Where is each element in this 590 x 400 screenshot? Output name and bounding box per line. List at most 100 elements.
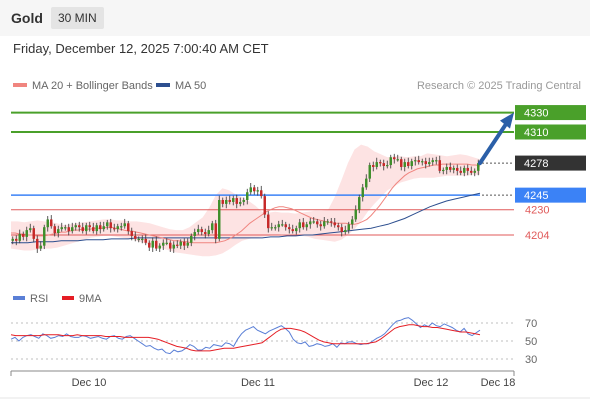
candle-body	[270, 227, 273, 229]
timestamp: Friday, December 12, 2025 7:00:40 AM CET	[13, 41, 269, 56]
candle-body	[470, 170, 473, 173]
candle	[158, 243, 161, 252]
candle-body	[11, 238, 14, 241]
candle-body	[386, 165, 389, 167]
candle-body	[32, 228, 35, 239]
candle	[284, 221, 287, 231]
level-4204-label: 4204	[525, 230, 549, 242]
candle	[368, 162, 371, 183]
candle-body	[64, 227, 67, 229]
candle-body	[340, 227, 343, 233]
legend-9ma-label: 9MA	[79, 293, 102, 305]
interval-selector[interactable]: 30 MIN	[51, 7, 104, 29]
candle	[120, 222, 123, 231]
candle	[127, 220, 130, 235]
legend-ma20: MA 20 + Bollinger Bands	[13, 80, 153, 92]
credit-text: Research © 2025 Trading Central	[416, 80, 581, 92]
candle-body	[172, 244, 175, 249]
ma9-swatch	[62, 296, 74, 301]
candle	[200, 226, 203, 236]
ma20-swatch	[13, 83, 27, 88]
candle-body	[473, 170, 476, 173]
candle	[39, 241, 42, 251]
candle-body	[74, 225, 77, 228]
candle	[43, 224, 46, 250]
candle	[452, 165, 455, 174]
candle-body	[316, 221, 319, 225]
candle-body	[277, 224, 280, 228]
candle	[172, 241, 175, 253]
candle	[207, 225, 210, 237]
candle	[22, 231, 25, 241]
legend-rsi-label: RSI	[30, 293, 49, 305]
candle-body	[144, 238, 147, 243]
rsi-tick-70: 70	[525, 318, 537, 330]
candle	[372, 161, 375, 172]
candle	[71, 222, 74, 234]
candle-body	[417, 160, 420, 163]
level-4310-label: 4310	[524, 127, 548, 139]
candle-body	[330, 221, 333, 223]
candle	[470, 166, 473, 176]
candle	[64, 224, 67, 231]
candle-body	[81, 227, 84, 232]
candle-body	[256, 190, 259, 192]
candle	[354, 205, 357, 222]
candle-body	[207, 230, 210, 234]
candle	[305, 221, 308, 231]
candle-body	[365, 178, 368, 188]
legend-ma50: MA 50	[156, 80, 206, 92]
candle	[25, 226, 28, 242]
candle-body	[228, 200, 231, 202]
candle	[267, 211, 270, 233]
candle-body	[137, 238, 140, 241]
candle	[183, 238, 186, 251]
candle	[365, 174, 368, 190]
candle	[274, 224, 277, 231]
candle-body	[361, 187, 364, 198]
candle	[298, 218, 301, 233]
rsi-swatch	[13, 296, 25, 301]
candle	[32, 225, 35, 243]
candle-body	[29, 228, 32, 231]
candle	[18, 229, 21, 244]
candle-body	[396, 159, 399, 161]
candle	[263, 193, 266, 218]
candle-body	[477, 163, 480, 171]
candle-body	[211, 223, 214, 231]
candle-body	[179, 241, 182, 246]
candle-body	[326, 221, 329, 223]
candle-body	[25, 230, 28, 237]
candle-body	[379, 162, 382, 164]
instrument-title: Gold	[11, 10, 43, 26]
candle-body	[242, 200, 245, 202]
candle-body	[403, 162, 406, 167]
candle	[277, 220, 280, 232]
candle-body	[235, 198, 238, 204]
candle	[130, 227, 133, 241]
candle	[442, 167, 445, 175]
candle	[165, 238, 168, 246]
legend-rsi: RSI	[13, 293, 48, 305]
legend-9ma: 9MA	[62, 293, 102, 305]
candle	[333, 217, 336, 228]
candle	[417, 155, 420, 165]
candle-body	[120, 226, 123, 228]
candle-body	[305, 224, 308, 228]
candle	[344, 225, 347, 235]
candle-body	[463, 167, 466, 173]
candle-body	[400, 159, 403, 167]
candle	[410, 158, 413, 170]
candle-body	[319, 224, 322, 227]
candle-body	[169, 242, 172, 249]
candle	[50, 215, 53, 229]
candle-body	[435, 160, 438, 162]
candle-body	[53, 226, 56, 234]
rsi-tick-50: 50	[525, 336, 537, 348]
candle-body	[148, 242, 151, 248]
candle-body	[333, 222, 336, 226]
projection-arrow-shaft	[478, 120, 509, 166]
candle-body	[214, 223, 217, 239]
x-tick-label: Dec 11	[241, 377, 275, 389]
candle-body	[414, 160, 417, 162]
